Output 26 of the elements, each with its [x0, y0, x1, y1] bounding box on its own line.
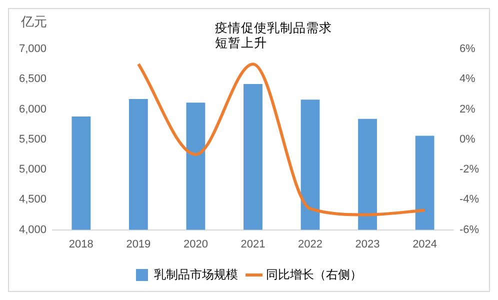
- x-tick-label: 2024: [412, 238, 438, 250]
- y-tick-label: 7,000: [18, 43, 47, 56]
- y2-tick-label: 4%: [459, 73, 476, 86]
- y-tick-label: 6,500: [18, 73, 47, 86]
- x-tick-label: 2021: [240, 238, 266, 250]
- x-tick-label: 2022: [298, 238, 322, 250]
- y2-tick-label: -6%: [459, 224, 480, 236]
- y2-tick-label: 2%: [459, 103, 476, 116]
- y-tick-label: 5,000: [18, 164, 47, 176]
- x-tick-label: 2023: [355, 238, 380, 250]
- legend-label: 乳制品市场规模: [154, 267, 238, 282]
- y-axis-title: 亿元: [21, 13, 47, 31]
- legend-label: 同比增长（右侧）: [266, 267, 362, 282]
- y-tick-label: 6,000: [18, 103, 47, 116]
- y-tick-label: 4,500: [18, 194, 47, 206]
- y2-tick-label: 0%: [459, 133, 476, 146]
- line-series: [136, 62, 426, 216]
- x-tick-label: 2020: [183, 238, 208, 250]
- annotation: 疫情促使乳制品需求短暂上升: [215, 21, 333, 51]
- y-tick-label: 5,500: [18, 133, 47, 146]
- y-tick-label: 4,000: [18, 224, 47, 236]
- y2-tick-label: 6%: [459, 43, 476, 56]
- y2-tick-label: -4%: [459, 194, 480, 206]
- x-tick-label: 2018: [68, 238, 94, 250]
- x-tick-label: 2019: [126, 238, 151, 250]
- y2-tick-label: -2%: [459, 164, 480, 176]
